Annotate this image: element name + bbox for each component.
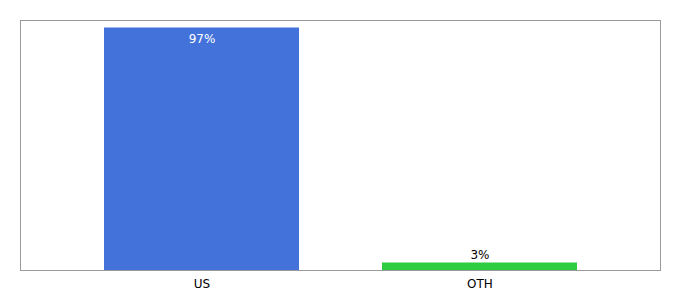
svg-text:OTH: OTH — [467, 277, 493, 291]
svg-text:3%: 3% — [470, 248, 489, 262]
svg-text:US: US — [194, 277, 210, 291]
svg-text:97%: 97% — [189, 32, 216, 46]
